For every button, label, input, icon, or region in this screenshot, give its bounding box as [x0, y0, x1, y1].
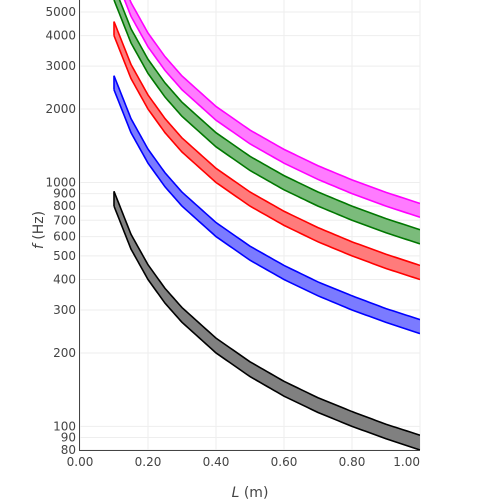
y-tick-label: 900: [53, 187, 76, 201]
y-tick-label: 100: [53, 419, 76, 433]
y-tick-label: 2000: [45, 102, 76, 116]
band-upper-line-4: [118, 0, 420, 231]
band-lower-line-4: [113, 0, 420, 245]
y-tick-label: 4000: [45, 29, 76, 43]
y-tick-label: 800: [53, 199, 76, 213]
band-fill-5: [124, 0, 420, 218]
x-tick-label: 1.00: [393, 455, 420, 469]
y-tick-label: 400: [53, 273, 76, 287]
y-tick-label: 700: [53, 213, 76, 227]
band-fill-1: [114, 191, 420, 450]
x-tick-labels: 0.00 0.20 0.40 0.60 0.80 1.00: [67, 455, 420, 469]
band-upper-line-3: [113, 21, 420, 267]
band-lower-line-2: [113, 89, 420, 335]
y-tick-label: 80: [61, 443, 76, 457]
y-tick-label: 1000: [45, 175, 76, 189]
bands: [113, 0, 420, 451]
x-tick-label: 0.60: [271, 455, 298, 469]
y-tick-label: 90: [61, 431, 76, 445]
x-tick-label: 0.20: [135, 455, 162, 469]
x-axis-label: L (m): [232, 485, 269, 500]
band-lower-line-5: [123, 0, 420, 219]
y-axis-label: f (Hz): [31, 211, 47, 249]
band-upper-line-5: [129, 0, 420, 205]
band-lower-line-3: [113, 35, 420, 281]
y-tick-label: 500: [53, 249, 76, 263]
band-upper-line-2: [113, 75, 420, 321]
y-tick-label: 5000: [45, 5, 76, 19]
y-tick-label: 3000: [45, 59, 76, 73]
x-tick-label: 0.80: [339, 455, 366, 469]
band-lower-line-1: [113, 205, 420, 451]
y-tick-label: 200: [53, 346, 76, 360]
y-tick-label: 600: [53, 230, 76, 244]
y-tick-label: 300: [53, 303, 76, 317]
band-upper-line-1: [113, 191, 420, 436]
x-tick-label: 0.00: [67, 455, 94, 469]
x-tick-label: 0.40: [203, 455, 230, 469]
